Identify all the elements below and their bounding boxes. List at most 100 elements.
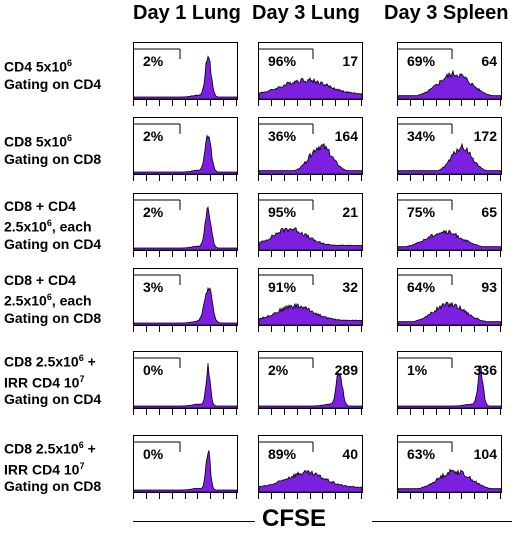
histogram-panel: 1% 336 (397, 351, 502, 409)
axis-tick (236, 175, 237, 181)
histogram-svg (134, 357, 237, 408)
axis-tick (423, 326, 424, 332)
axis-tick (297, 251, 298, 257)
axis-tick (322, 100, 323, 106)
row-label-5: CD8 2.5x106 + IRR CD4 107 Gating on CD4 (4, 353, 102, 408)
histogram-distribution (398, 301, 501, 325)
axis-tick (500, 326, 501, 332)
axis-ticks (258, 493, 362, 499)
x-axis-label: CFSE (262, 505, 327, 532)
histogram-distribution (259, 227, 362, 250)
gate-marker (134, 48, 181, 59)
axis-tick (397, 175, 398, 181)
axis-tick (361, 251, 362, 257)
histogram-panel: 96% 17 (258, 42, 363, 100)
mfi-label: 172 (473, 128, 497, 144)
mfi-label: 32 (342, 279, 358, 295)
axis-tick (185, 175, 186, 181)
axis-tick (436, 493, 437, 499)
axis-tick (172, 326, 173, 332)
axis-tick (258, 175, 259, 181)
axis-tick (322, 326, 323, 332)
histogram-svg (259, 357, 362, 408)
axis-tick (146, 326, 147, 332)
gate-marker (134, 199, 181, 210)
histogram-svg (398, 274, 501, 325)
histogram-svg (398, 441, 501, 492)
mfi-label: 336 (473, 362, 497, 378)
axis-tick (474, 100, 475, 106)
histogram-svg (259, 48, 362, 99)
axis-tick (449, 409, 450, 415)
percent-label: 63% (407, 446, 436, 462)
axis-tick (258, 326, 259, 332)
axis-tick (284, 251, 285, 257)
axis-tick (500, 175, 501, 181)
axis-tick (297, 100, 298, 106)
axis-ticks (258, 100, 362, 106)
column-header-day3-spleen: Day 3 Spleen (384, 2, 509, 24)
axis-tick (271, 100, 272, 106)
axis-tick (397, 100, 398, 106)
axis-tick (185, 100, 186, 106)
histogram-panel: 3% (133, 268, 238, 326)
percent-label: 1% (407, 362, 428, 378)
axis-tick (487, 409, 488, 415)
percent-label: 2% (143, 128, 164, 144)
mfi-label: 64 (481, 53, 497, 69)
axis-tick (474, 326, 475, 332)
gate-marker (398, 199, 453, 210)
axis-tick (436, 175, 437, 181)
axis-tick (348, 493, 349, 499)
axis-tick (197, 100, 198, 106)
axis-tick (487, 493, 488, 499)
percent-label: 2% (143, 53, 164, 69)
axis-tick (210, 175, 211, 181)
histogram-svg (259, 441, 362, 492)
axis-tick (159, 251, 160, 257)
mfi-label: 289 (334, 362, 358, 378)
histogram-distribution (398, 142, 501, 174)
axis-tick (284, 493, 285, 499)
axis-tick (271, 326, 272, 332)
axis-tick (258, 251, 259, 257)
axis-tick (436, 409, 437, 415)
axis-tick (335, 493, 336, 499)
axis-ticks (133, 251, 237, 257)
gate-marker (398, 48, 453, 59)
axis-tick (348, 175, 349, 181)
histogram-distribution (134, 286, 237, 325)
axis-tick (500, 100, 501, 106)
axis-tick (236, 493, 237, 499)
axis-tick (348, 326, 349, 332)
gate-marker (134, 357, 181, 368)
axis-ticks (397, 493, 501, 499)
histogram-distribution (134, 134, 237, 174)
axis-tick (133, 175, 134, 181)
axis-tick (223, 326, 224, 332)
histogram-svg (134, 199, 237, 250)
mfi-label: 104 (473, 446, 497, 462)
mfi-label: 21 (342, 204, 358, 220)
histogram-svg (134, 274, 237, 325)
axis-tick (223, 409, 224, 415)
axis-tick (500, 493, 501, 499)
axis-tick (236, 326, 237, 332)
gate-marker (398, 357, 453, 368)
histogram-distribution (398, 365, 501, 408)
axis-tick (322, 409, 323, 415)
axis-tick (410, 175, 411, 181)
axis-ticks (133, 326, 237, 332)
axis-tick (474, 409, 475, 415)
axis-tick (210, 409, 211, 415)
axis-ticks (258, 409, 362, 415)
axis-tick (423, 409, 424, 415)
axis-tick (474, 175, 475, 181)
gate-marker (259, 357, 314, 368)
axis-ticks (133, 409, 237, 415)
axis-tick (335, 175, 336, 181)
axis-tick (397, 326, 398, 332)
axis-tick (197, 326, 198, 332)
axis-tick (146, 493, 147, 499)
axis-tick (423, 251, 424, 257)
